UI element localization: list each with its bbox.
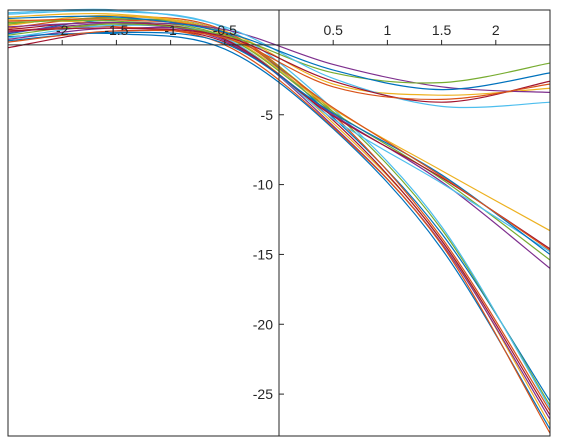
- y-tick-label-5: -25: [253, 386, 273, 402]
- series-line-12: [7, 19, 551, 261]
- series-line-8: [7, 32, 551, 430]
- series-line-10: [7, 14, 551, 232]
- series-line-16: [7, 18, 551, 251]
- x-tick-label-2: -1.5: [104, 22, 128, 38]
- tick-layer: -2 -1.5 -1 -0.5 0.5 1 1.5 2 -5 -10 -15 -20 -25: [56, 22, 500, 402]
- x-tick-label-5: 0.5: [323, 22, 343, 38]
- x-tick-label-7: 1.5: [432, 22, 452, 38]
- y-tick-label-1: -5: [261, 107, 274, 123]
- x-tick-label-6: 1: [384, 22, 392, 38]
- x-tick-label-4: -0.5: [213, 22, 237, 38]
- x-tick-label-3: -1: [164, 22, 177, 38]
- x-tick-label-8: 2: [492, 22, 500, 38]
- axes-layer: [7, 9, 551, 437]
- series-line-9: [7, 25, 551, 434]
- y-tick-label-2: -10: [253, 177, 273, 193]
- x-tick-label-1: -2: [56, 22, 69, 38]
- y-tick-label-3: -15: [253, 246, 273, 262]
- series-line-15: [7, 31, 551, 255]
- series-line-6: [7, 10, 551, 409]
- y-tick-label-4: -20: [253, 316, 273, 332]
